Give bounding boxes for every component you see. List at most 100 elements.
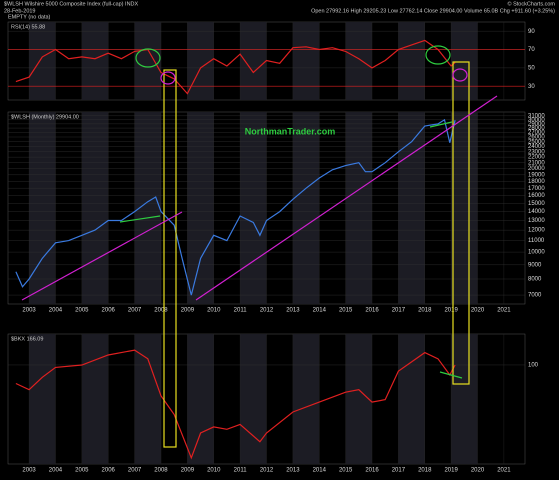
year-band	[187, 112, 214, 304]
y-tick-label: 50	[528, 65, 535, 71]
year-band	[187, 22, 214, 100]
y-tick-label: 22000	[528, 155, 545, 161]
header-source: © StockCharts.com	[508, 0, 556, 7]
x-tick-label: 2016	[365, 468, 379, 474]
y-tick-label: 20000	[528, 166, 545, 172]
x-tick-label: 2012	[260, 468, 274, 474]
x-tick-label: 2011	[234, 308, 248, 314]
year-band	[187, 334, 214, 464]
year-band	[292, 112, 320, 304]
year-band	[81, 22, 109, 100]
year-band	[398, 22, 425, 100]
annotation	[163, 69, 177, 448]
x-tick-label: 2016	[365, 308, 379, 314]
x-tick-label: 2005	[75, 308, 89, 314]
year-band	[81, 334, 109, 464]
x-tick-label: 2008	[154, 308, 168, 314]
year-band	[292, 22, 320, 100]
x-tick-label: 2007	[128, 468, 142, 474]
x-tick-label: 2013	[286, 308, 300, 314]
y-tick-label: 12000	[528, 228, 545, 234]
year-band	[345, 112, 373, 304]
y-tick-label: 18000	[528, 179, 545, 185]
x-tick-label: 2019	[444, 468, 458, 474]
annotation	[429, 121, 453, 128]
x-tick-label: 2004	[49, 468, 63, 474]
series-line	[15, 349, 456, 460]
year-band	[29, 334, 56, 464]
year-band	[134, 334, 161, 464]
year-band	[292, 334, 320, 464]
year-band	[29, 112, 56, 304]
x-tick-label: 2021	[497, 308, 511, 314]
x-tick-label: 2017	[392, 308, 406, 314]
y-tick-label: 30000	[528, 117, 545, 123]
series-line	[15, 39, 456, 95]
x-tick-label: 2006	[102, 468, 116, 474]
y-tick-label: 17000	[528, 186, 545, 192]
x-tick-label: 2010	[207, 308, 221, 314]
y-tick-label: 26000	[528, 135, 545, 141]
watermark: NorthmanTrader.com	[245, 126, 336, 136]
x-tick-label: 2019	[444, 308, 458, 314]
y-tick-label: 15000	[528, 201, 545, 207]
annotation	[452, 68, 468, 82]
x-tick-label: 2012	[260, 308, 274, 314]
y-tick-label: 13000	[528, 218, 545, 224]
year-band	[345, 334, 373, 464]
y-tick-label: 7000	[528, 293, 542, 299]
year-band	[29, 22, 56, 100]
annotation	[439, 371, 463, 379]
y-tick-label: 100	[528, 363, 539, 369]
y-tick-label: 16000	[528, 193, 545, 199]
year-band	[240, 334, 267, 464]
x-tick-label: 2003	[22, 468, 36, 474]
header-date: 28-Feb-2019	[4, 8, 36, 14]
x-tick-label: 2004	[49, 308, 63, 314]
x-tick-label: 2014	[313, 468, 327, 474]
x-tick-label: 2011	[234, 468, 248, 474]
y-tick-label: 9000	[528, 262, 542, 268]
y-tick-label: 29000	[528, 121, 545, 127]
x-tick-label: 2021	[497, 468, 511, 474]
annotation	[195, 95, 498, 301]
year-band	[398, 334, 425, 464]
x-tick-label: 2007	[128, 308, 142, 314]
series-line	[15, 118, 456, 296]
x-tick-label: 2018	[418, 308, 432, 314]
annotation	[119, 215, 161, 223]
x-tick-label: 2005	[75, 468, 89, 474]
y-tick-label: 27000	[528, 130, 545, 136]
x-tick-label: 2009	[181, 468, 195, 474]
x-tick-label: 2010	[207, 468, 221, 474]
x-tick-label: 2013	[286, 468, 300, 474]
annotation	[452, 61, 470, 385]
header-title: $WLSH Wilshire 5000 Composite Index (ful…	[4, 1, 139, 7]
y-tick-label: 8000	[528, 277, 542, 283]
y-tick-label: 14000	[528, 209, 545, 215]
y-tick-label: 21000	[528, 160, 545, 166]
panel-legend: $WLSH (Monthly) 29904.00	[11, 114, 79, 120]
year-band	[398, 112, 425, 304]
year-band	[240, 22, 267, 100]
annotation	[425, 45, 451, 65]
x-tick-label: 2018	[418, 468, 432, 474]
panel-legend: RSI(14) 55.88	[11, 24, 45, 30]
y-tick-label: 19000	[528, 172, 545, 178]
y-tick-label: 30	[528, 84, 535, 90]
x-tick-label: 2009	[181, 308, 195, 314]
x-tick-label: 2015	[339, 308, 353, 314]
year-band	[345, 22, 373, 100]
y-tick-label: 70	[528, 47, 535, 53]
x-tick-label: 2006	[102, 308, 116, 314]
y-tick-label: 23000	[528, 149, 545, 155]
x-tick-label: 2008	[154, 468, 168, 474]
x-tick-label: 2003	[22, 308, 36, 314]
year-band	[240, 112, 267, 304]
year-band	[81, 112, 109, 304]
y-tick-label: 24000	[528, 144, 545, 150]
x-tick-label: 2015	[339, 468, 353, 474]
year-band	[451, 334, 478, 464]
